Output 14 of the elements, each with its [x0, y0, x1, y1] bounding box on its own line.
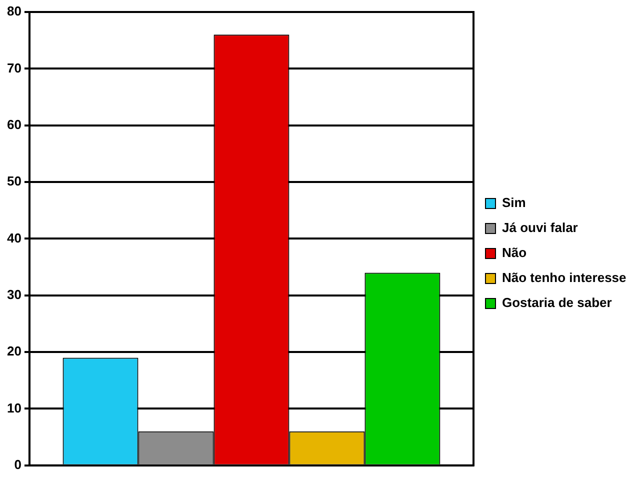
legend-label: Não	[502, 245, 527, 260]
legend-label: Sim	[502, 195, 526, 210]
legend-label: Gostaria de saber	[502, 295, 612, 310]
y-tick-label: 50	[6, 174, 22, 189]
y-tick-label: 30	[6, 286, 22, 302]
y-tick-label: 70	[6, 60, 22, 76]
legend-label: Já ouvi falar	[502, 220, 578, 236]
y-tick-label: 80	[6, 4, 22, 19]
y-tick-label: 20	[6, 344, 22, 359]
y-tick-label: 10	[6, 400, 22, 416]
legend-label: Não tenho interesse	[502, 270, 626, 286]
y-tick-label: 60	[6, 116, 22, 132]
y-tick-label: 40	[6, 230, 22, 246]
y-tick-label: 0	[14, 456, 22, 472]
